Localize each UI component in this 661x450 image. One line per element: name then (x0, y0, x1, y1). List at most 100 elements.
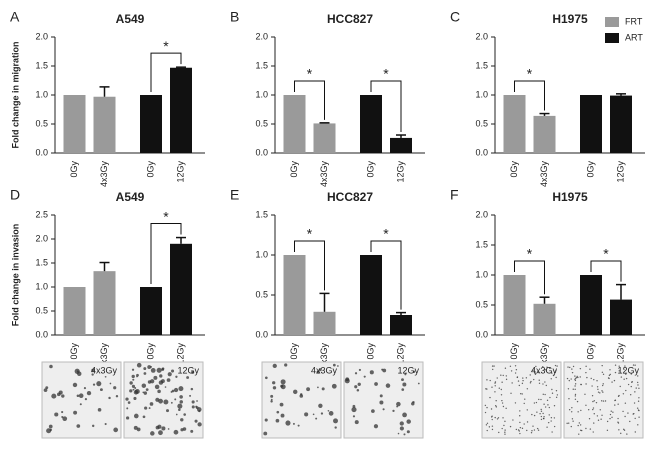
cell (539, 413, 541, 415)
image-label: 4x3Gy (311, 365, 338, 375)
cell (580, 429, 582, 432)
cell (96, 381, 102, 387)
significance-label: * (383, 226, 389, 242)
cell (417, 382, 420, 385)
cell (620, 376, 623, 378)
cell (593, 378, 595, 381)
bar (610, 95, 632, 153)
cell (637, 424, 639, 426)
cell (521, 427, 524, 430)
bar (63, 287, 86, 335)
cell (572, 420, 574, 422)
cell (356, 388, 360, 392)
cell (629, 394, 632, 396)
cell (494, 381, 497, 383)
cell (495, 406, 498, 408)
cell (596, 380, 598, 382)
cell (540, 415, 543, 418)
y-tick-label: 0.0 (475, 329, 488, 339)
cell (493, 365, 495, 367)
cell (496, 418, 499, 420)
cell (548, 367, 551, 369)
cell (638, 416, 640, 418)
cell (606, 429, 609, 432)
cell (519, 426, 522, 429)
cell (285, 420, 291, 426)
cell (566, 422, 568, 425)
x-tick-label: 12Gy (175, 161, 185, 183)
x-tick-label: 12Gy (615, 161, 625, 183)
cell (404, 373, 407, 376)
cell (270, 394, 274, 398)
cell (316, 370, 320, 374)
cell (397, 432, 400, 435)
cell (622, 428, 625, 431)
cell (568, 379, 570, 382)
cell (382, 408, 385, 411)
cell (489, 379, 491, 382)
cell (363, 375, 366, 378)
cell (535, 401, 538, 404)
bar (390, 315, 412, 335)
cell (150, 368, 156, 373)
cell (505, 407, 507, 410)
cell (191, 405, 195, 409)
panel-letter: C (450, 9, 460, 25)
cell (529, 382, 532, 384)
cell (529, 374, 531, 376)
y-tick-label: 0.0 (255, 329, 268, 339)
cell (543, 403, 545, 405)
cell (357, 382, 361, 386)
significance-label: * (163, 38, 169, 54)
bar (580, 275, 602, 335)
cell (618, 394, 620, 397)
cell (614, 399, 617, 401)
cell (48, 424, 53, 429)
cell (354, 372, 358, 375)
cell (486, 429, 488, 432)
cell (614, 371, 617, 374)
cell (634, 431, 636, 433)
cell (625, 377, 628, 380)
cell (551, 372, 553, 374)
cell (496, 377, 498, 379)
x-tick-label: 4x3Gy (319, 343, 329, 370)
x-tick-label: 12Gy (395, 161, 405, 183)
cell (317, 386, 319, 389)
cell (486, 422, 489, 425)
bar (503, 275, 526, 335)
cell (129, 381, 133, 385)
bar (580, 95, 602, 153)
cell (570, 378, 572, 380)
bar (170, 243, 192, 335)
cell (577, 424, 579, 427)
cell (403, 433, 406, 436)
cell (369, 370, 374, 375)
cell (638, 387, 640, 389)
cell (538, 398, 540, 401)
cell (522, 377, 524, 379)
cell (190, 387, 194, 391)
cell (617, 421, 619, 423)
cell (109, 382, 112, 385)
significance-bracket (370, 80, 402, 133)
x-tick-label: 4x3Gy (319, 161, 329, 188)
cell (574, 398, 577, 400)
cell (526, 409, 528, 411)
cell (280, 384, 286, 390)
cell (614, 404, 616, 406)
significance-bracket (514, 260, 545, 295)
cell (524, 398, 526, 400)
cell (536, 427, 539, 430)
cell (270, 398, 273, 401)
cell (113, 386, 117, 390)
cell (352, 415, 356, 418)
cell (585, 404, 587, 406)
cell (170, 401, 173, 404)
cell (45, 386, 49, 390)
cell (173, 387, 179, 393)
cell (608, 374, 611, 377)
x-tick-label: 0Gy (585, 161, 595, 178)
y-tick-label: 1.0 (35, 89, 48, 99)
